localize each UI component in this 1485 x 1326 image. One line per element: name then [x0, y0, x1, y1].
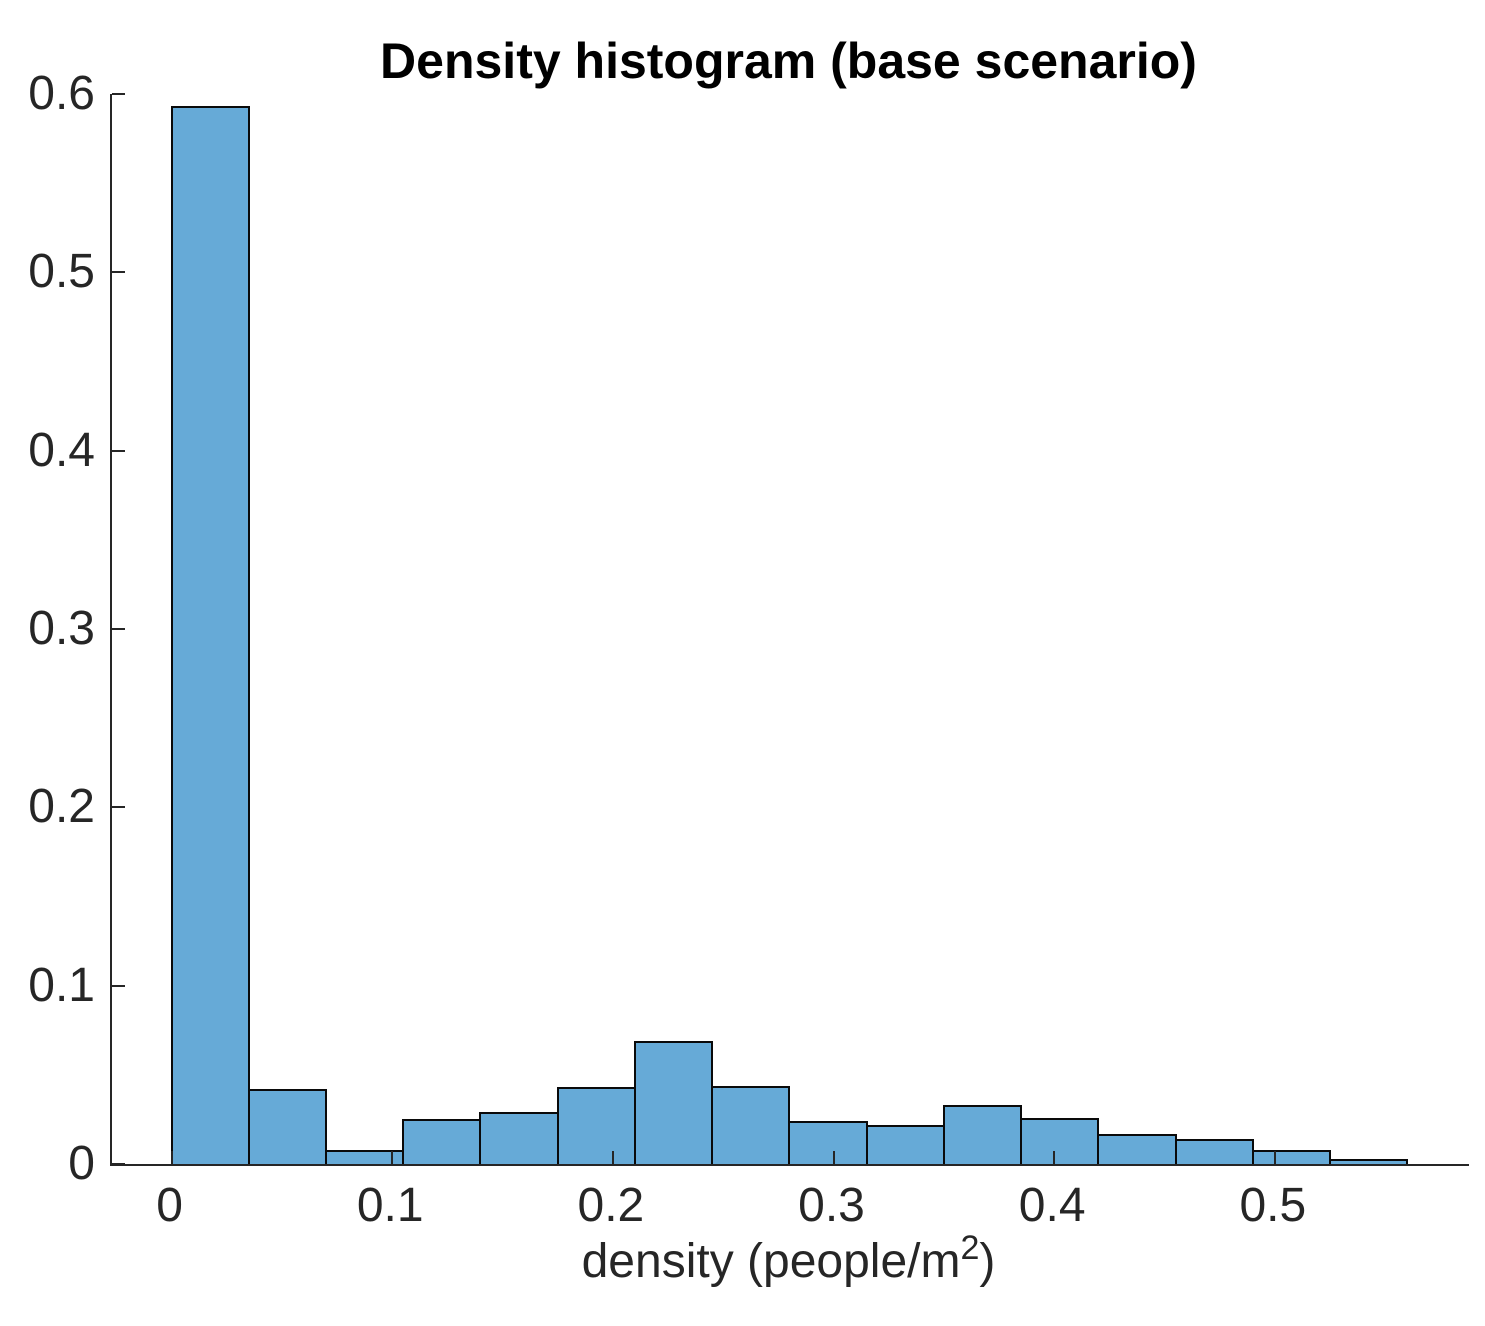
x-tick-label: 0.2	[577, 1179, 645, 1232]
x-axis-label-suffix: )	[979, 1235, 996, 1288]
x-tick-label: 0.4	[1018, 1179, 1086, 1232]
y-tick-label: 0	[68, 1137, 95, 1190]
y-tick-mark	[112, 271, 125, 274]
histogram-bar	[1328, 1158, 1409, 1164]
x-tick-label: 0.3	[798, 1179, 865, 1232]
x-axis-label-text: density (people/m	[581, 1235, 961, 1288]
histogram-bar	[942, 1105, 1023, 1164]
histogram-bar	[788, 1121, 868, 1164]
histogram-bar	[711, 1085, 791, 1164]
x-tick-label: 0	[156, 1179, 183, 1232]
x-axis-label-superscript: 2	[960, 1229, 980, 1267]
y-tick-label: 0.3	[28, 602, 95, 655]
y-tick-mark	[112, 984, 125, 987]
histogram-bar	[247, 1089, 328, 1164]
histogram-bar	[865, 1124, 945, 1164]
y-tick-label: 0.2	[28, 780, 95, 834]
histogram-bar	[402, 1119, 482, 1164]
x-tick-mark	[391, 1151, 394, 1164]
x-tick-label: 0.1	[356, 1179, 424, 1232]
histogram-bar	[633, 1040, 714, 1164]
y-tick-label: 0.4	[28, 423, 95, 477]
x-tick-label: 0.5	[1239, 1179, 1307, 1232]
y-tick-mark	[112, 449, 125, 452]
y-tick-mark	[112, 806, 125, 809]
x-axis-label: density (people/m2)	[110, 1229, 1467, 1289]
chart-title: Density histogram (base scenario)	[380, 33, 1197, 89]
x-tick-mark	[170, 1151, 173, 1164]
plot-area	[110, 93, 1469, 1166]
y-tick-label: 0.1	[28, 958, 95, 1012]
y-tick-label: 0.5	[28, 245, 95, 299]
y-tick-mark	[112, 628, 125, 630]
y-tick-mark	[112, 93, 125, 95]
x-tick-mark	[832, 1151, 835, 1164]
histogram-bar	[1020, 1117, 1100, 1164]
histogram-bar	[479, 1112, 559, 1164]
histogram-bar	[1097, 1133, 1177, 1164]
histogram-bar	[1251, 1149, 1331, 1164]
x-tick-mark	[1273, 1151, 1276, 1164]
x-tick-mark	[611, 1151, 614, 1164]
histogram-bar	[556, 1087, 636, 1164]
y-tick-mark	[112, 1163, 125, 1165]
x-tick-mark	[1053, 1151, 1056, 1164]
histogram-bar	[1174, 1139, 1254, 1164]
histogram-bar	[170, 106, 250, 1164]
y-tick-label: 0.6	[28, 67, 95, 120]
